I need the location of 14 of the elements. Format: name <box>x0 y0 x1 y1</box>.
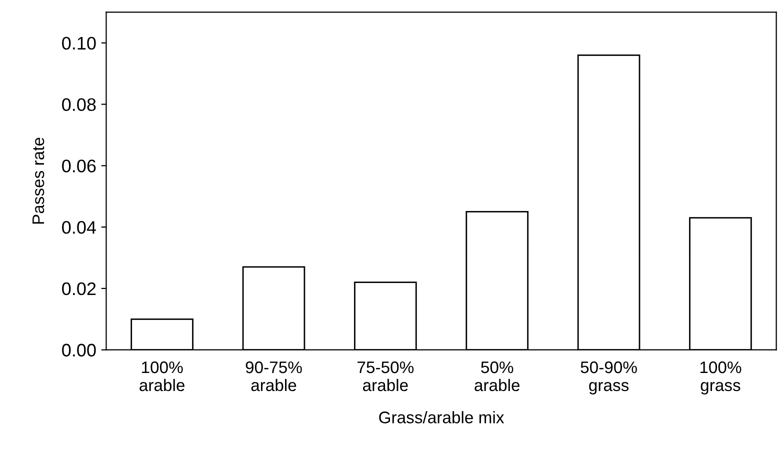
x-tick-label: 75-50% arable <box>358 361 414 392</box>
y-tick-label: 0.10 <box>62 36 96 50</box>
x-axis-title: Grass/arable mix <box>379 411 504 424</box>
y-tick-label: 0.04 <box>62 221 96 234</box>
x-tick-label: 100% arable <box>140 361 184 392</box>
x-tick-label: 50-90% grass <box>580 361 637 394</box>
x-tick-label: 90-75% arable <box>246 361 302 392</box>
y-tick-label: 0.08 <box>62 98 96 112</box>
y-tick-label: 0.06 <box>62 160 96 172</box>
y-axis-title: Passes rate <box>32 138 44 224</box>
y-tick-label: 0.02 <box>62 282 96 296</box>
y-tick-label: 0.00 <box>62 344 96 357</box>
x-tick-label: 100% grass <box>700 361 742 394</box>
x-tick-label: 50% arable <box>474 361 520 392</box>
